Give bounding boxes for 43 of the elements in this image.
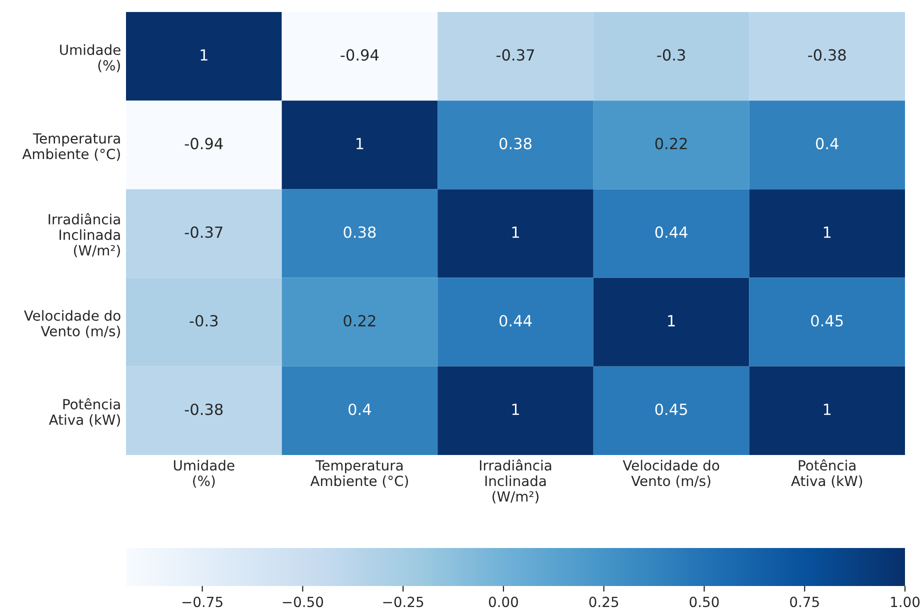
- color-bar-label: −0.50: [282, 596, 324, 608]
- x-tick-label: Temperatura Ambiente (°C): [310, 460, 408, 488]
- data-label: 0.4: [348, 404, 371, 416]
- data-label: -0.37: [496, 49, 534, 61]
- data-label: -0.37: [184, 226, 222, 238]
- data-label: 1: [668, 315, 675, 326]
- data-label: 1: [200, 49, 208, 61]
- color-bar-label: 0.75: [790, 596, 819, 608]
- x-tick-label: Umidade (%): [174, 460, 234, 488]
- data-label: 0.45: [811, 314, 843, 327]
- color-bar-label: 0.25: [589, 596, 618, 608]
- color-bar-label: −0.25: [383, 596, 424, 608]
- data-label: 0.38: [500, 138, 532, 150]
- x-tick-label: Velocidade do Vento (m/s): [622, 460, 720, 488]
- data-label: 0.44: [500, 314, 532, 327]
- data-label: -0.3: [190, 314, 218, 327]
- data-label: -0.38: [184, 404, 223, 416]
- data-label: 1: [356, 138, 364, 150]
- data-label: 0.4: [816, 138, 838, 150]
- data-label: 1: [824, 404, 831, 415]
- y-tick-label: Potência Ativa (kW): [48, 398, 120, 427]
- x-tick-label: Potência Ativa (kW): [791, 459, 862, 488]
- data-label: -0.3: [657, 49, 685, 61]
- y-tick-label: Umidade (%): [60, 44, 120, 72]
- data-label: 0.22: [344, 314, 376, 327]
- y-tick-label: Velocidade do Vento (m/s): [24, 310, 120, 338]
- color-bar-label: 0.50: [690, 596, 719, 608]
- data-label: -0.38: [808, 49, 846, 61]
- data-label: 0.38: [344, 226, 376, 238]
- y-tick-label: Temperatura Ambiente (°C): [22, 133, 120, 161]
- data-label: 1: [512, 226, 519, 238]
- data-label: 1: [824, 226, 831, 238]
- color-bar-label: 0.00: [488, 596, 518, 608]
- data-label: 0.22: [655, 138, 687, 150]
- x-tick-label: Irradiância Inclinada (W/m²): [480, 459, 552, 504]
- data-label: -0.94: [340, 49, 379, 61]
- data-label: 0.45: [655, 404, 687, 416]
- y-tick-label: Irradiância Inclinada (W/m²): [48, 213, 120, 258]
- color-bar-label: −0.75: [182, 596, 222, 608]
- data-label: -0.94: [184, 138, 223, 150]
- color-bar-label: 1.00: [891, 596, 920, 608]
- data-label: 0.44: [655, 226, 688, 238]
- data-label: 1: [512, 404, 519, 415]
